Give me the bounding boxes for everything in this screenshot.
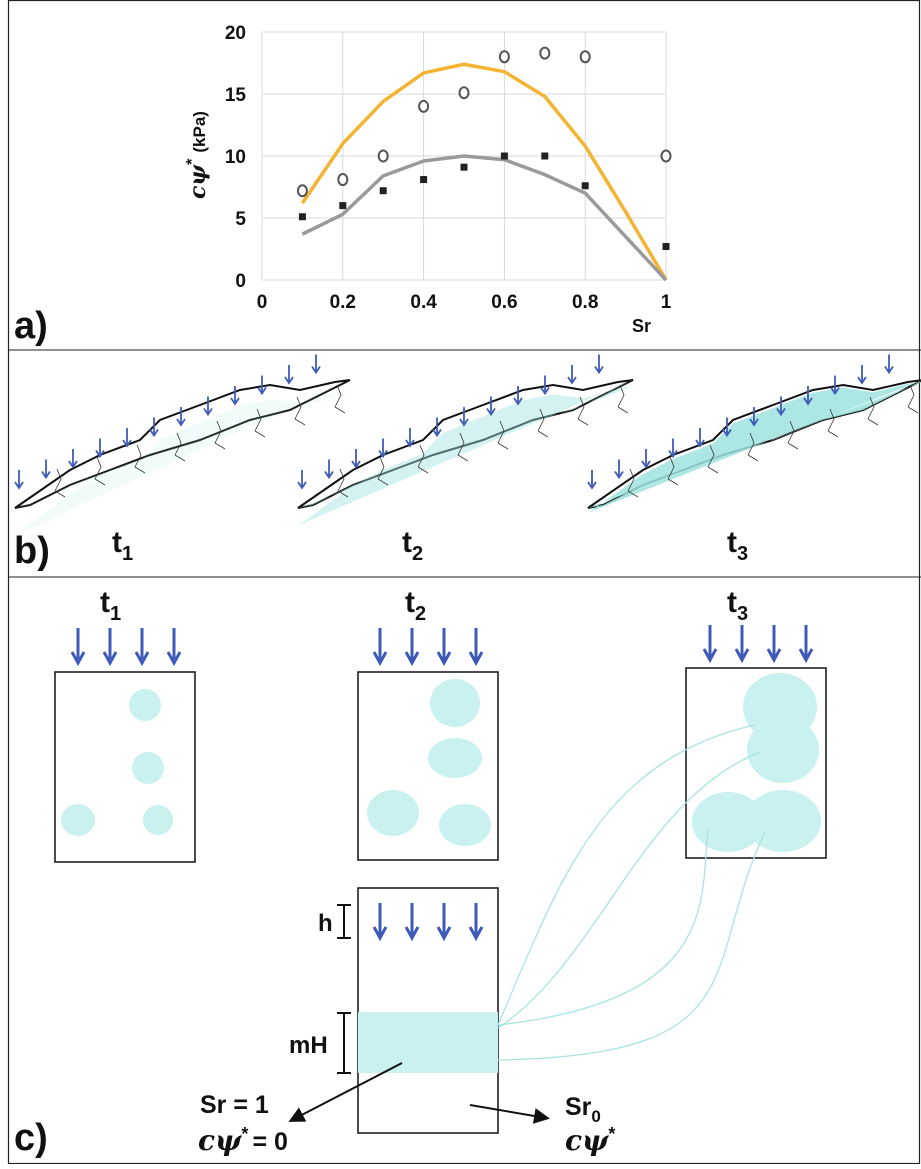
y-tick-label: 0	[235, 271, 246, 292]
point	[380, 187, 387, 194]
sup: *	[184, 158, 201, 165]
frame	[9, 1, 920, 1164]
point	[379, 151, 388, 162]
y-axis-label: cψ* (kPa)	[184, 111, 211, 199]
pointer	[292, 1063, 402, 1120]
point	[420, 176, 427, 183]
symbol: cψ	[198, 1124, 243, 1157]
sup: *	[241, 1124, 248, 1144]
base: t	[727, 526, 737, 559]
sup: *	[608, 1124, 615, 1144]
y-tick-label: 5	[235, 209, 246, 230]
point	[662, 151, 671, 162]
fissure	[335, 385, 345, 413]
pointer	[470, 1105, 546, 1118]
c-label: cψ*	[565, 1124, 615, 1157]
y-tick-label: 15	[225, 85, 247, 106]
c-label: cψ*= 0	[198, 1124, 288, 1157]
point	[663, 243, 670, 250]
time-label: t3	[727, 526, 748, 565]
sub: 2	[412, 543, 423, 565]
point	[338, 174, 347, 185]
bracket	[337, 905, 351, 938]
sr0-label: Sr0	[565, 1093, 601, 1126]
sub: 3	[737, 603, 748, 625]
panel-label: b)	[14, 530, 50, 572]
base: t	[100, 586, 110, 619]
unit: (kPa)	[190, 111, 209, 153]
sub: 1	[110, 603, 121, 625]
panel-label: c)	[14, 1117, 48, 1159]
point	[501, 153, 508, 160]
point	[339, 202, 346, 209]
panel-label: a)	[14, 305, 48, 347]
links	[498, 725, 765, 1060]
symbol: cψ	[185, 164, 211, 199]
bracket	[337, 1013, 351, 1073]
fissure	[908, 385, 918, 413]
schematic	[55, 625, 826, 1133]
x-tick-label: 0.4	[410, 292, 437, 313]
base: t	[112, 526, 122, 559]
crack-panels	[15, 355, 921, 536]
x-tick-label: 0.8	[572, 292, 598, 313]
x-tick-label: 1	[661, 292, 672, 313]
symbol: cψ	[565, 1124, 610, 1157]
sub: 3	[737, 543, 748, 565]
point	[460, 87, 469, 98]
point	[299, 213, 306, 220]
rest: = 0	[252, 1128, 287, 1156]
base: t	[402, 526, 412, 559]
y-tick-label: 20	[225, 23, 246, 44]
sr-label: Sr = 1	[200, 1091, 269, 1119]
point	[582, 182, 589, 189]
point	[540, 48, 549, 59]
time-label: t2	[405, 586, 426, 625]
base: t	[727, 586, 737, 619]
point	[461, 164, 468, 171]
h-label: h	[318, 910, 333, 937]
time-label: t3	[727, 586, 748, 625]
time-label: t2	[402, 526, 423, 565]
figure: cψ*(kPa) Sr 0510152000.20.40.60.81 a) b)…	[0, 0, 921, 1164]
x-tick-label: 0	[257, 292, 268, 313]
series-line	[302, 64, 666, 280]
mh-label: mH	[289, 1032, 328, 1059]
sub: 1	[122, 543, 133, 565]
point	[500, 51, 509, 62]
chart: cψ* (kPa) Sr 0 5 10 15 20 0 0.2 0.4 0.6 0.8 1	[184, 23, 672, 336]
sub: 2	[415, 603, 426, 625]
base: t	[405, 586, 415, 619]
point	[581, 51, 590, 62]
water-pockets	[61, 673, 821, 1073]
x-axis-label: Sr	[632, 316, 651, 336]
x-tick-label: 0.6	[491, 292, 517, 313]
x-tick-label: 0.2	[330, 292, 356, 313]
point	[541, 153, 548, 160]
time-label: t1	[112, 526, 133, 565]
time-label: t1	[100, 586, 121, 625]
y-tick-label: 10	[225, 147, 246, 168]
point	[298, 185, 307, 196]
point	[419, 101, 428, 112]
water	[298, 380, 633, 526]
base: Sr	[565, 1093, 592, 1121]
